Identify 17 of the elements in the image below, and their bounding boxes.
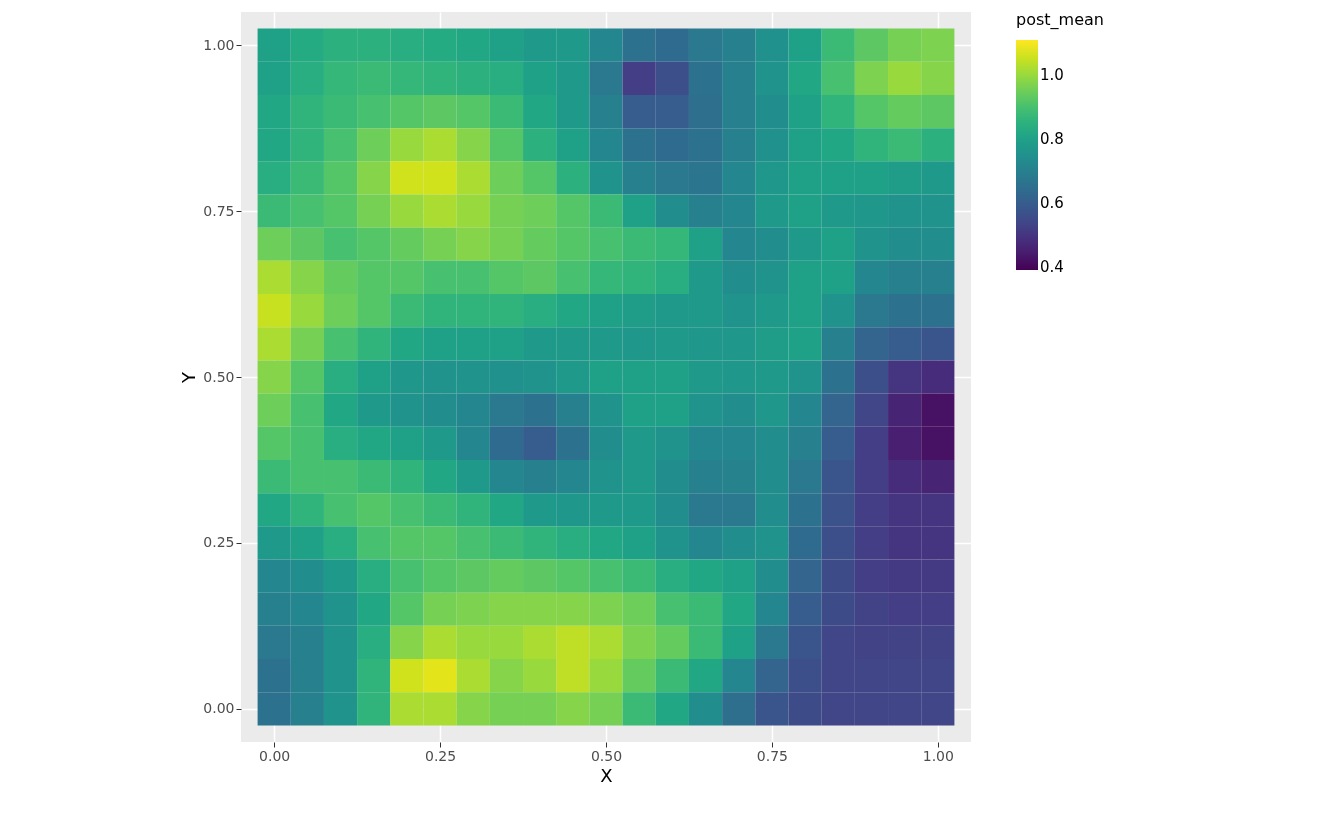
- x-tick-label: 1.00: [922, 747, 954, 764]
- y-axis-title: Y: [178, 371, 200, 384]
- color-bar-label: 0.4: [1040, 257, 1064, 276]
- x-tick-label: 0.25: [425, 747, 457, 764]
- x-tick-label: 0.50: [590, 747, 623, 764]
- legend-title: post_mean: [1016, 10, 1104, 30]
- x-axis-title: X: [600, 764, 613, 786]
- y-tick-label: 0.50: [203, 368, 235, 385]
- color-bar-label: 0.8: [1040, 130, 1064, 149]
- y-tick-label: 1.00: [203, 36, 235, 53]
- color-bar-label: 1.0: [1040, 66, 1064, 85]
- y-tick-label: 0.25: [203, 534, 235, 551]
- color-bar-label: 0.6: [1040, 193, 1064, 212]
- x-tick-label: 0.00: [259, 747, 291, 764]
- y-tick-label: 0.00: [203, 700, 235, 717]
- x-tick-label: 0.75: [756, 747, 788, 764]
- y-tick-label: 0.75: [203, 202, 235, 219]
